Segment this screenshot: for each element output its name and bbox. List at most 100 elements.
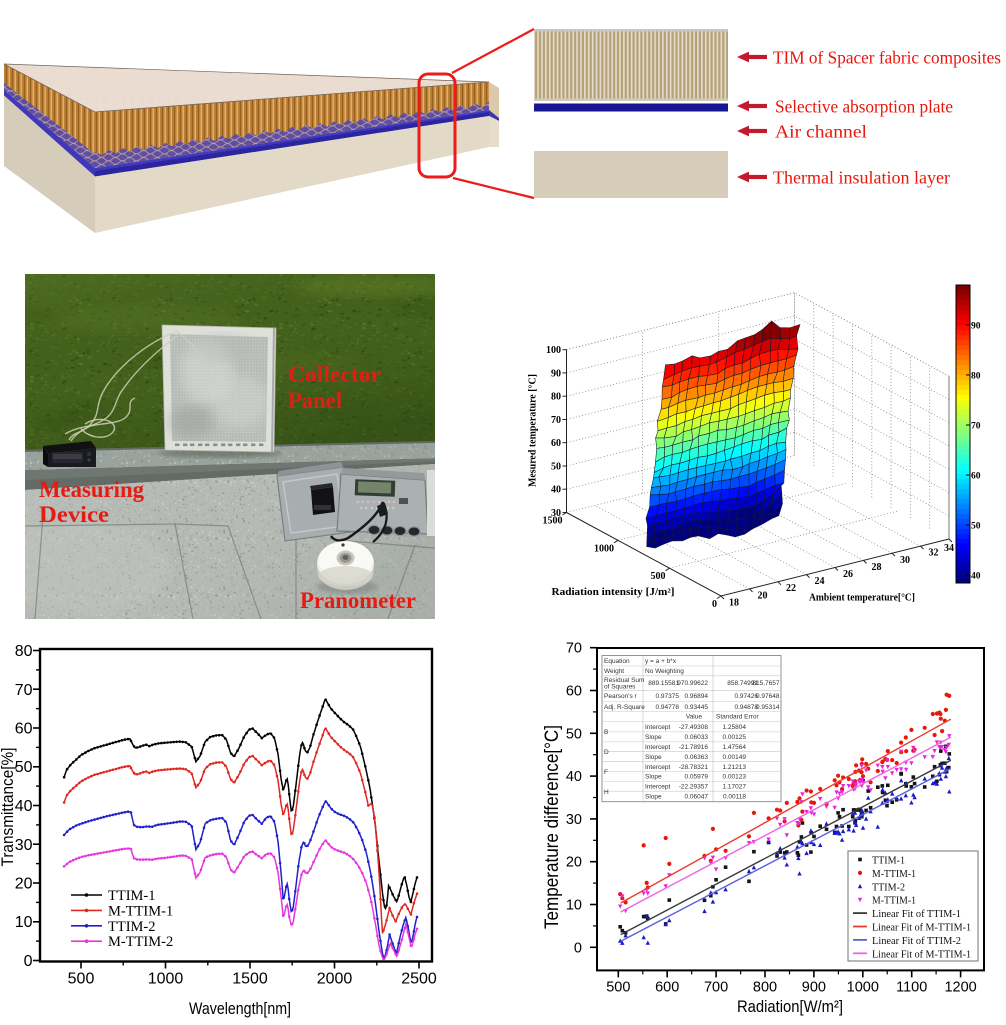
svg-text:26: 26 (843, 569, 853, 580)
svg-text:100: 100 (546, 345, 561, 356)
svg-text:-27.49308: -27.49308 (679, 724, 709, 731)
svg-text:D: D (604, 749, 609, 756)
svg-text:30: 30 (551, 508, 561, 519)
svg-text:60: 60 (551, 438, 561, 449)
svg-text:858.74991: 858.74991 (727, 680, 758, 687)
svg-text:700: 700 (704, 979, 728, 995)
svg-text:900: 900 (802, 979, 826, 995)
svg-text:M-TTIM-2: M-TTIM-2 (108, 934, 173, 950)
svg-text:1200: 1200 (944, 979, 976, 995)
svg-text:24: 24 (815, 576, 825, 587)
svg-text:40: 40 (15, 798, 33, 815)
svg-text:2000: 2000 (317, 971, 353, 988)
svg-text:0.05979: 0.05979 (685, 774, 709, 781)
svg-text:0.94878: 0.94878 (735, 704, 759, 711)
svg-text:0: 0 (24, 953, 33, 970)
svg-text:0.94778: 0.94778 (656, 704, 680, 711)
svg-text:Intercept: Intercept (645, 724, 670, 731)
svg-text:0.93445: 0.93445 (685, 704, 709, 711)
svg-text:50: 50 (551, 462, 561, 473)
svg-text:1000: 1000 (594, 543, 614, 554)
svg-text:0: 0 (574, 940, 582, 956)
svg-text:50: 50 (15, 759, 33, 776)
svg-text:1500: 1500 (543, 516, 563, 527)
svg-text:10: 10 (15, 914, 33, 931)
svg-text:M-TTIM-1: M-TTIM-1 (872, 895, 916, 907)
svg-text:Slope: Slope (645, 794, 662, 801)
svg-text:of Squares: of Squares (604, 684, 636, 691)
svg-text:Ambient temperature[°C]: Ambient temperature[°C] (809, 593, 915, 604)
svg-text:40: 40 (971, 572, 981, 582)
svg-text:Temperature difference[°C]: Temperature difference[°C] (542, 725, 563, 929)
svg-text:90: 90 (971, 322, 981, 332)
svg-text:20: 20 (15, 876, 33, 893)
svg-text:80: 80 (971, 372, 981, 382)
svg-text:Slope: Slope (645, 734, 662, 741)
svg-text:30: 30 (15, 837, 33, 854)
svg-text:40: 40 (551, 485, 561, 496)
svg-text:500: 500 (651, 571, 666, 582)
svg-text:F: F (604, 769, 608, 776)
svg-text:2500: 2500 (401, 971, 437, 988)
svg-text:0.00118: 0.00118 (723, 794, 746, 801)
svg-text:815.7657: 815.7657 (752, 680, 779, 687)
svg-text:M-TTIM-1: M-TTIM-1 (872, 868, 916, 880)
svg-text:Linear Fit of TTIM-2: Linear Fit of TTIM-2 (872, 935, 961, 947)
svg-text:1.25804: 1.25804 (723, 724, 747, 731)
svg-text:70: 70 (566, 641, 582, 657)
svg-text:TTIM-1: TTIM-1 (108, 888, 156, 904)
svg-text:70: 70 (971, 422, 981, 432)
svg-text:22: 22 (786, 583, 796, 594)
svg-text:Weight: Weight (604, 668, 624, 675)
svg-text:0.00149: 0.00149 (723, 754, 747, 761)
svg-text:10: 10 (566, 898, 582, 914)
svg-text:1100: 1100 (896, 979, 927, 995)
svg-text:1000: 1000 (847, 979, 879, 995)
svg-text:0.06047: 0.06047 (685, 794, 709, 801)
svg-text:1.21213: 1.21213 (723, 764, 747, 771)
svg-text:Panel: Panel (288, 388, 342, 413)
svg-text:1500: 1500 (232, 971, 268, 988)
svg-text:80: 80 (15, 643, 33, 660)
svg-text:Radiation[W/m²]: Radiation[W/m²] (737, 997, 843, 1016)
svg-text:Air channel: Air channel (775, 122, 867, 142)
svg-text:18: 18 (729, 598, 739, 609)
svg-text:Slope: Slope (645, 774, 662, 781)
svg-text:34: 34 (944, 543, 954, 554)
svg-text:28: 28 (872, 562, 882, 573)
svg-text:Slope: Slope (645, 754, 662, 761)
svg-text:No Weighting: No Weighting (645, 668, 684, 675)
svg-text:Collector: Collector (288, 362, 381, 387)
svg-text:70: 70 (15, 682, 33, 699)
svg-text:TIM of Spacer fabric composite: TIM of Spacer fabric composites (773, 48, 1001, 68)
svg-text:B: B (604, 729, 608, 736)
svg-text:60: 60 (15, 721, 33, 738)
svg-text:800: 800 (753, 979, 777, 995)
svg-text:Standard Error: Standard Error (716, 714, 759, 721)
svg-text:Radiation intensity [J/m²]: Radiation intensity [J/m²] (552, 587, 675, 598)
svg-text:20: 20 (566, 855, 582, 871)
svg-text:1000: 1000 (148, 971, 184, 988)
svg-text:50: 50 (971, 522, 981, 532)
svg-text:30: 30 (566, 812, 582, 828)
svg-text:970.99622: 970.99622 (677, 680, 708, 687)
svg-text:Intercept: Intercept (645, 764, 670, 771)
svg-text:0.00125: 0.00125 (723, 734, 747, 741)
svg-text:Pearson's r: Pearson's r (604, 693, 638, 700)
svg-text:0.97426: 0.97426 (735, 693, 759, 700)
svg-text:500: 500 (606, 979, 630, 995)
svg-text:Linear Fit of TTIM-1: Linear Fit of TTIM-1 (872, 908, 961, 920)
svg-text:y = a + b*x: y = a + b*x (645, 658, 677, 665)
svg-text:Mesured temperature [°C]: Mesured temperature [°C] (527, 374, 538, 487)
svg-text:0: 0 (712, 599, 717, 610)
svg-text:32: 32 (929, 548, 939, 559)
svg-text:Intercept: Intercept (645, 784, 670, 791)
svg-text:0.00123: 0.00123 (723, 774, 747, 781)
svg-text:M-TTIM-1: M-TTIM-1 (108, 903, 173, 919)
svg-text:Value: Value (686, 714, 703, 721)
svg-text:0.06363: 0.06363 (685, 754, 709, 761)
svg-text:0.97375: 0.97375 (656, 693, 680, 700)
svg-text:Residual Sum: Residual Sum (604, 677, 644, 684)
svg-text:1.47564: 1.47564 (723, 744, 747, 751)
svg-text:1.17027: 1.17027 (723, 784, 747, 791)
